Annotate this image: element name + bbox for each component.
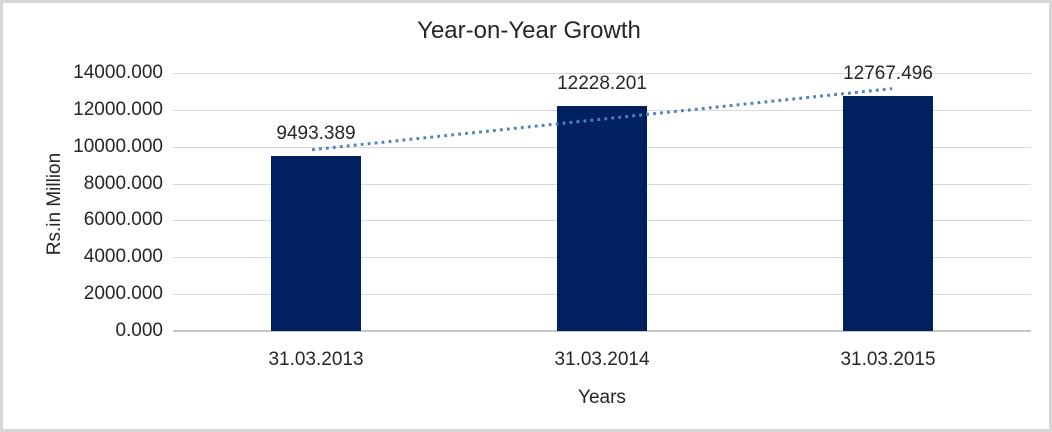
x-axis-title: Years bbox=[578, 387, 626, 408]
bar-value-label: 12228.201 bbox=[557, 72, 647, 94]
x-category-label: 31.03.2013 bbox=[268, 349, 364, 370]
x-category-label: 31.03.2014 bbox=[554, 349, 650, 370]
y-tick-label: 14000.000 bbox=[73, 62, 163, 83]
y-tick-label: 10000.000 bbox=[73, 135, 163, 157]
chart-title: Year-on-Year Growth bbox=[417, 17, 641, 44]
x-category-label: 31.03.2015 bbox=[840, 349, 936, 370]
y-tick-label: 4000.000 bbox=[83, 246, 163, 268]
bar bbox=[271, 156, 361, 331]
x-axis-line bbox=[173, 330, 1031, 332]
bar bbox=[843, 95, 933, 331]
y-tick-label: 8000.000 bbox=[83, 172, 163, 194]
bar bbox=[557, 105, 647, 331]
gridline bbox=[173, 73, 1031, 74]
y-tick-label: 6000.000 bbox=[83, 209, 163, 231]
y-tick-label: 12000.000 bbox=[73, 98, 163, 120]
y-tick-label: 2000.000 bbox=[83, 283, 163, 305]
y-tick-label: 0.000 bbox=[115, 320, 163, 341]
bar-value-label: 12767.496 bbox=[843, 62, 933, 84]
bar-value-label: 9493.389 bbox=[276, 123, 356, 145]
